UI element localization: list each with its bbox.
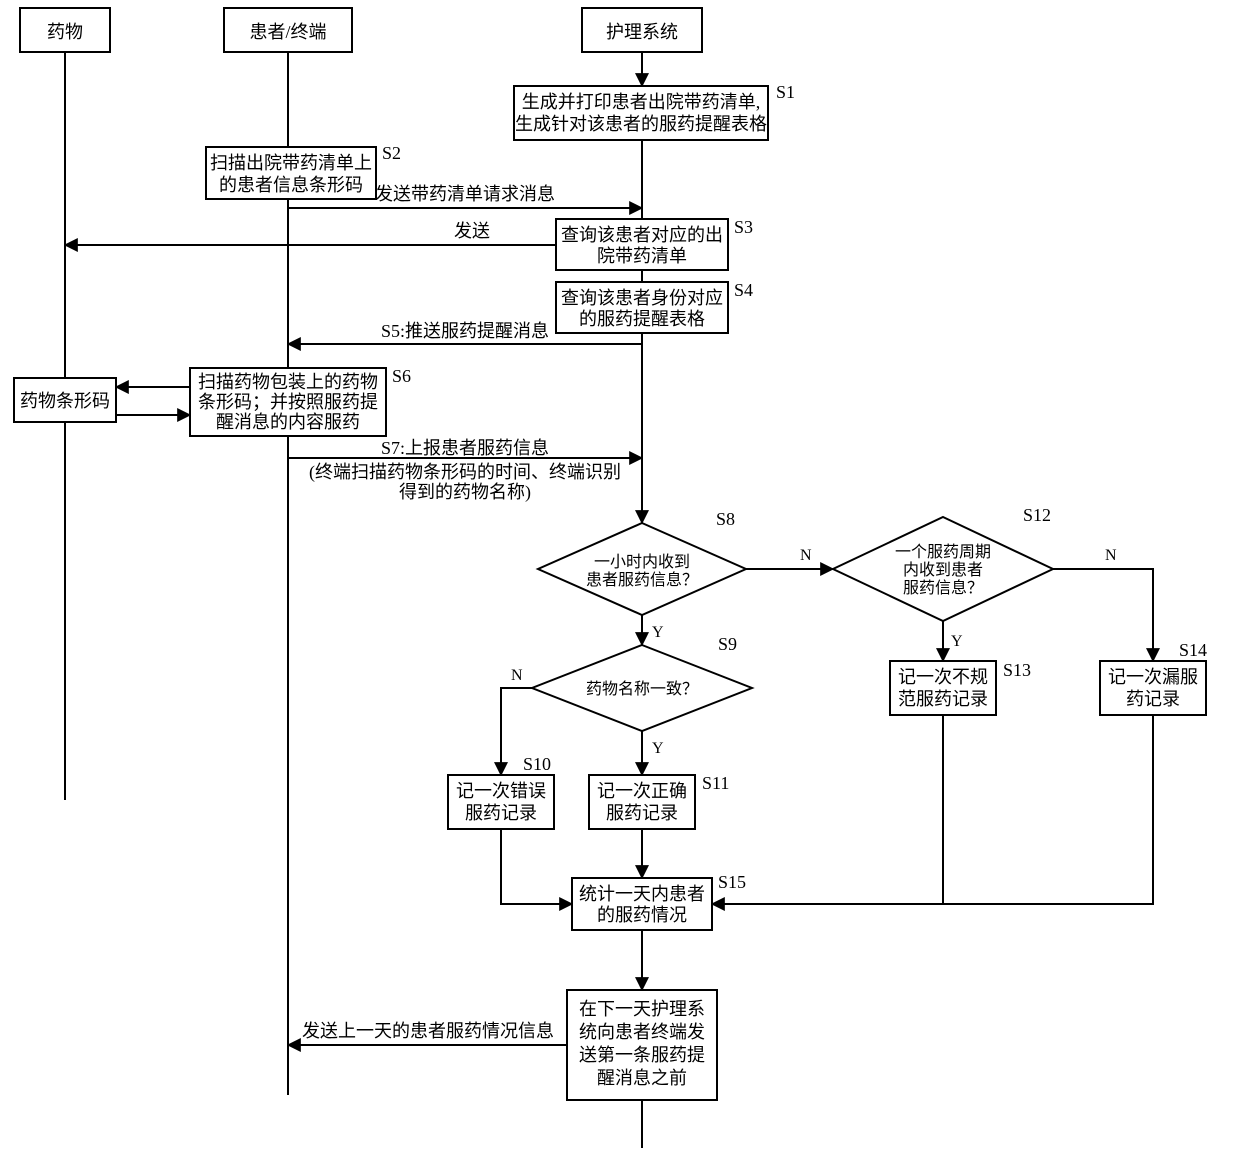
dec-s12-line2: 服药信息？	[903, 579, 983, 597]
dec-s12-no: N	[1105, 547, 1117, 564]
msg4-line1: (终端扫描药物条形码的时间、终端识别	[309, 462, 621, 483]
actor-drug-label: 药物	[47, 22, 83, 42]
node-final-line2: 送第一条服药提	[579, 1045, 705, 1065]
dec-s8-line1: 患者服药信息？	[586, 571, 698, 589]
dec-s12-step: S12	[1023, 505, 1051, 525]
dec-s9-yes: Y	[652, 740, 664, 757]
node-s14-line1: 药记录	[1126, 689, 1180, 709]
node-s11-step: S11	[702, 773, 729, 793]
node-final-line0: 在下一天护理系	[579, 999, 705, 1019]
node-drug-barcode-label: 药物条形码	[20, 391, 110, 411]
node-s4-line1: 的服药提醒表格	[579, 309, 705, 329]
node-s13-step: S13	[1003, 660, 1031, 680]
actor-system-label: 护理系统	[606, 22, 678, 42]
node-final-line3: 醒消息之前	[597, 1068, 687, 1088]
node-s14-line0: 记一次漏服	[1108, 667, 1198, 687]
dec-s8-step: S8	[716, 509, 735, 529]
dec-s8-line0: 一小时内收到	[594, 553, 690, 571]
node-s10-line1: 服药记录	[465, 803, 537, 823]
msg4-line2: 得到的药物名称)	[399, 482, 531, 503]
dec-s9-line0: 药物名称一致？	[586, 680, 698, 698]
node-s2-step: S2	[382, 143, 401, 163]
node-s10-line0: 记一次错误	[456, 781, 546, 801]
msg4-line0: S7:上报患者服药信息	[381, 438, 549, 458]
node-s13-line1: 范服药记录	[898, 689, 988, 709]
arrow-s14-s15	[712, 715, 1153, 904]
msg5-label: 发送上一天的患者服药情况信息	[302, 1021, 554, 1041]
arrow-s10-s15	[501, 829, 572, 904]
dec-s12-line1: 内收到患者	[903, 561, 983, 579]
dec-s9-no: N	[511, 667, 523, 684]
node-s6-line0: 扫描药物包装上的药物	[198, 372, 378, 392]
node-s6-line2: 醒消息的内容服药	[216, 412, 360, 432]
node-s1-line1: 生成针对该患者的服药提醒表格	[515, 114, 767, 134]
dec-s12-line0: 一个服药周期	[895, 543, 991, 561]
actor-patient-label: 患者/终端	[249, 22, 326, 42]
node-final-line1: 统向患者终端发	[579, 1022, 705, 1042]
node-s15-line1: 的服药情况	[597, 905, 687, 925]
node-s6-step: S6	[392, 366, 411, 386]
node-s3-line0: 查询该患者对应的出	[561, 225, 723, 245]
arrow-s12-no	[1053, 569, 1153, 661]
node-s15-step: S15	[718, 872, 746, 892]
node-s1-step: S1	[776, 82, 795, 102]
node-s13-line0: 记一次不规	[898, 667, 988, 687]
node-s10-step: S10	[523, 754, 551, 774]
dec-s12-yes: Y	[951, 633, 963, 650]
dec-s9-step: S9	[718, 634, 737, 654]
node-s3-line1: 院带药清单	[597, 246, 687, 266]
node-s11-line1: 服药记录	[606, 803, 678, 823]
msg2-label: 发送	[454, 221, 490, 241]
node-s3-step: S3	[734, 217, 753, 237]
node-s2-line0: 扫描出院带药清单上	[210, 153, 372, 173]
dec-s8-no: N	[800, 547, 812, 564]
msg3-label: S5:推送服药提醒消息	[381, 321, 549, 341]
node-s14-step: S14	[1179, 640, 1207, 660]
arrow-s13-s15	[712, 715, 943, 904]
node-s1-line0: 生成并打印患者出院带药清单,	[522, 92, 761, 112]
node-s11-line0: 记一次正确	[597, 781, 687, 801]
msg1-label: 发送带药清单请求消息	[375, 184, 555, 204]
node-s2-line1: 的患者信息条形码	[219, 175, 363, 195]
node-s4-step: S4	[734, 280, 753, 300]
node-s6-line1: 条形码；并按照服药提	[198, 392, 378, 412]
dec-s8-yes: Y	[652, 624, 664, 641]
node-s4-line0: 查询该患者身份对应	[561, 288, 723, 308]
node-s15-line0: 统计一天内患者	[579, 884, 705, 904]
